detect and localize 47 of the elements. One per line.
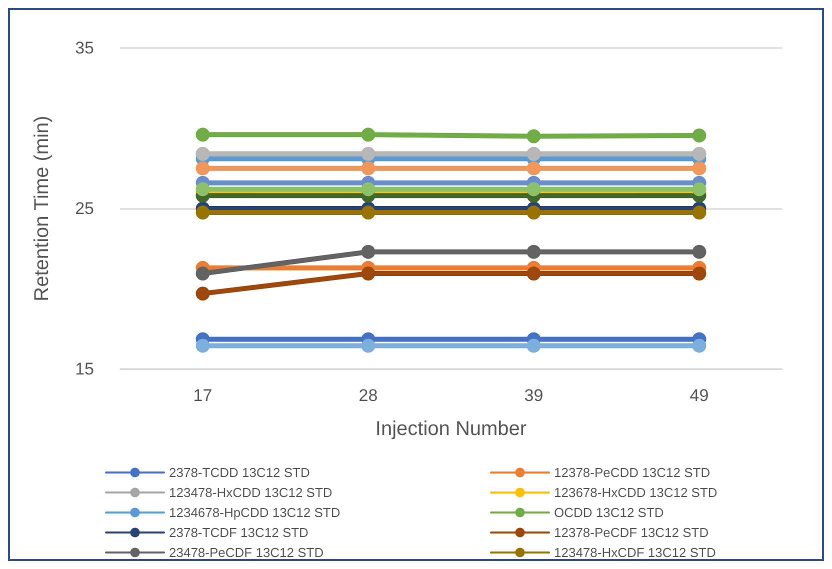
point	[361, 182, 376, 196]
point	[361, 266, 376, 280]
point	[526, 161, 541, 176]
point	[196, 161, 210, 176]
x-tick-label: 17	[193, 386, 212, 405]
point	[361, 244, 376, 259]
legend-label: 1234678-HpCDD 13C12 STD	[169, 505, 340, 520]
y-tick-label: 25	[75, 199, 94, 218]
legend-label: 123478-HxCDD 13C12 STD	[169, 485, 332, 500]
point	[692, 244, 706, 259]
legend-label: 23478-PeCDF 13C12 STD	[169, 545, 324, 560]
y-tick-label: 15	[75, 360, 94, 378]
legend-label: OCDD 13C12 STD	[554, 505, 664, 520]
legend-label: 2378-TCDD 13C12 STD	[169, 465, 310, 480]
legend-label: 2378-TCDF 13C12 STD	[169, 525, 308, 540]
point	[526, 266, 541, 280]
legend-label: 12378-PeCDD 13C12 STD	[554, 465, 710, 480]
point	[692, 182, 706, 196]
x-tick-label: 28	[358, 386, 378, 405]
point	[526, 182, 541, 196]
point	[361, 128, 376, 142]
x-tick-label: 39	[524, 386, 544, 405]
point	[196, 206, 210, 220]
legend-label: 123678-HxCDD 13C12 STD	[554, 485, 718, 500]
legend-label: 123478-HxCDF 13C12 STD	[554, 545, 716, 560]
point	[692, 161, 706, 176]
point	[361, 161, 376, 176]
point	[692, 128, 706, 142]
point	[196, 128, 210, 142]
point	[526, 129, 541, 144]
point	[196, 182, 210, 196]
y-tick-label: 35	[75, 38, 94, 58]
point	[692, 206, 706, 220]
point	[196, 338, 210, 353]
point	[196, 286, 210, 301]
point	[692, 338, 706, 353]
y-axis-title: Retention Time (min)	[31, 116, 53, 302]
legend-label: 12378-PeCDF 13C12 STD	[554, 525, 709, 540]
x-tick-label: 49	[690, 386, 709, 405]
point	[692, 266, 706, 280]
point	[361, 338, 376, 353]
x-axis-title: Injection Number	[375, 418, 527, 440]
point	[526, 206, 541, 220]
point	[526, 338, 541, 353]
point	[196, 266, 210, 280]
point	[526, 244, 541, 259]
point	[361, 206, 376, 220]
